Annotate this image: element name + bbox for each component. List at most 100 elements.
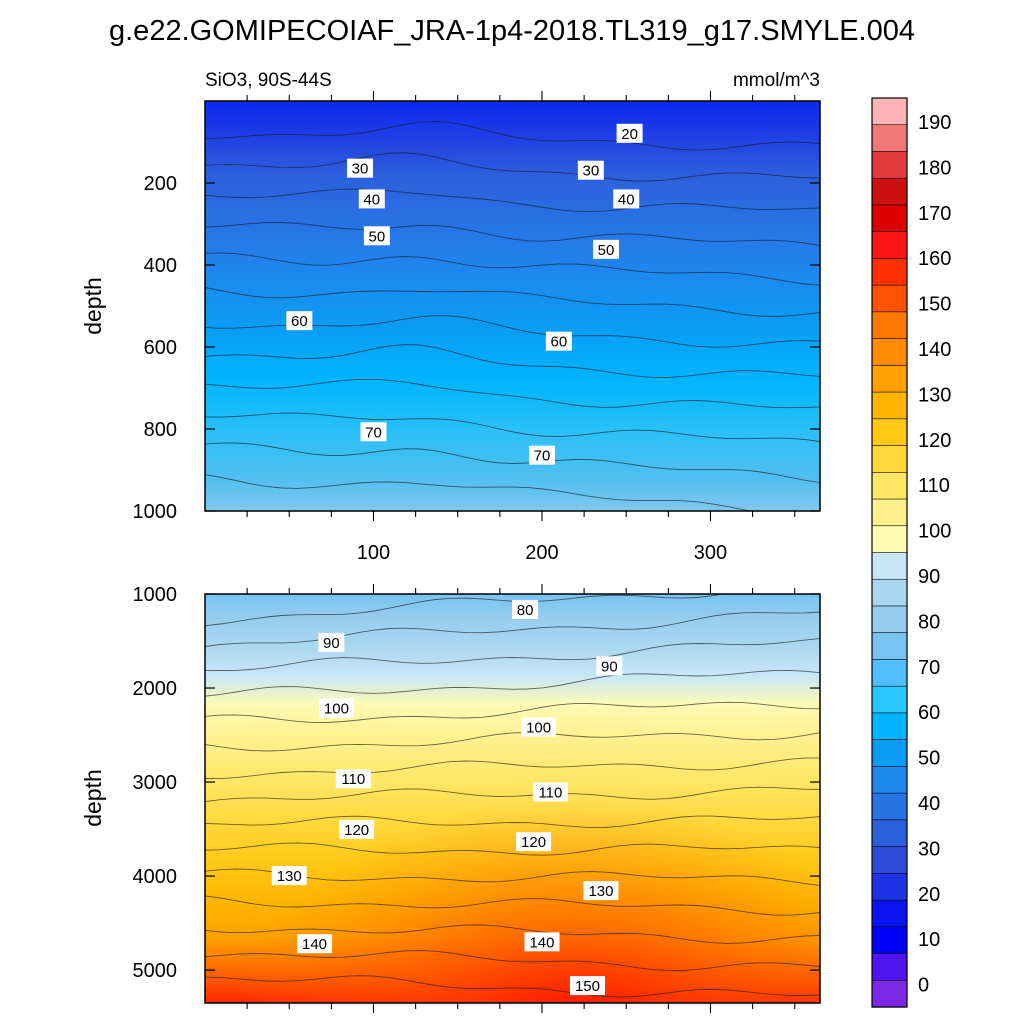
y-tick-label: 4000 [133, 866, 178, 888]
lower-contour-line [205, 611, 820, 647]
svg-text:50: 50 [369, 228, 386, 245]
colorbar-swatch [871, 418, 908, 447]
svg-text:30: 30 [352, 161, 369, 178]
lower-y-axis: 1000 2000 3000 4000 5000 [133, 584, 820, 982]
upper-contour-line [205, 121, 820, 151]
colorbar-swatch [871, 632, 908, 661]
upper-y-axis: 200 400 600 800 1000 [133, 173, 820, 523]
contour-label: 70 [360, 422, 387, 442]
svg-text:130: 130 [588, 883, 613, 900]
colorbar-swatch [871, 231, 908, 260]
svg-text:100: 100 [324, 701, 349, 718]
svg-text:50: 50 [598, 242, 615, 259]
lower-contour-labels: 80 90 90 100 100 110 110 120 120 130 130 140 140 150 [271, 599, 623, 996]
colorbar-label: 190 [918, 112, 951, 134]
svg-text:40: 40 [363, 191, 380, 208]
x-tick-label: 200 [525, 542, 558, 564]
colorbar-label: 50 [918, 748, 940, 770]
colorbar-swatch [871, 391, 908, 420]
svg-text:30: 30 [583, 163, 600, 180]
y-tick-label: 800 [144, 419, 177, 441]
colorbar-label: 40 [918, 793, 940, 815]
colorbar-swatch [871, 712, 908, 741]
svg-text:100: 100 [526, 720, 551, 737]
colorbar-label: 160 [918, 248, 951, 270]
y-tick-label: 5000 [133, 960, 178, 982]
colorbar-swatch [871, 284, 908, 313]
svg-text:70: 70 [365, 424, 382, 441]
colorbar-label: 100 [918, 521, 951, 543]
lower-contour-line [205, 669, 820, 697]
colorbar-label: 150 [918, 294, 951, 316]
contour-label: 150 [569, 976, 605, 996]
upper-x-axis: 100 200 300 [246, 91, 796, 564]
contour-label: 120 [339, 819, 375, 839]
lower-contour-line [205, 924, 820, 944]
colorbar-swatch [871, 124, 908, 153]
upper-contour-line [205, 188, 820, 213]
contour-label: 40 [358, 189, 385, 209]
colorbar-swatch [871, 204, 908, 233]
contour-label: 130 [271, 866, 307, 886]
colorbar-label: 80 [918, 611, 940, 633]
colorbar-label: 70 [918, 657, 940, 679]
colorbar-swatch [871, 792, 908, 821]
svg-text:110: 110 [341, 771, 365, 788]
lower-frame [204, 593, 821, 1004]
svg-text:40: 40 [618, 191, 635, 208]
lower-x-axis [246, 584, 796, 1013]
svg-text:150: 150 [575, 978, 600, 995]
upper-contour-line [205, 222, 820, 247]
upper-units-label: mmol/m^3 [733, 70, 820, 91]
colorbar-swatch [871, 979, 908, 1008]
colorbar-swatch [871, 445, 908, 473]
colorbar-label: 140 [918, 339, 951, 361]
colorbar-swatch [871, 899, 908, 928]
contour-label: 60 [545, 331, 572, 351]
upper-y-axis-title: depth [80, 277, 106, 335]
colorbar-label: 180 [918, 157, 951, 179]
y-tick-label: 3000 [133, 772, 178, 794]
colorbar-swatch [871, 846, 908, 874]
upper-contour-line [205, 474, 755, 511]
colorbar-label: 170 [918, 203, 951, 225]
colorbar: 1901801701601501401301201101009080706050… [871, 97, 951, 1008]
colorbar-swatch [871, 151, 908, 179]
colorbar-swatch [871, 605, 908, 634]
colorbar-swatch [871, 926, 908, 955]
colorbar-swatch [871, 953, 908, 981]
upper-field [205, 101, 820, 511]
lower-contour-line [205, 757, 820, 780]
svg-text:20: 20 [621, 126, 638, 143]
contour-label: 90 [318, 632, 345, 652]
colorbar-label: 60 [918, 702, 940, 724]
colorbar-swatch [871, 766, 908, 794]
upper-panel: 200 400 600 800 1000 100 200 300 SiO3, 90S-44S… [80, 70, 821, 564]
colorbar-swatch [871, 578, 908, 607]
colorbar-swatch [871, 819, 908, 848]
colorbar-frame [871, 97, 908, 1008]
svg-text:110: 110 [538, 784, 562, 801]
upper-contour-line [205, 442, 820, 484]
upper-contour-line [205, 152, 820, 182]
contour-label: 90 [596, 656, 623, 676]
colorbar-swatch [871, 659, 908, 687]
lower-contour-line [205, 950, 820, 972]
svg-text:80: 80 [517, 602, 534, 619]
contour-label: 30 [577, 160, 604, 180]
colorbar-swatch [871, 498, 908, 527]
svg-text:60: 60 [550, 334, 567, 351]
upper-frame [204, 100, 821, 512]
lower-contour-line [205, 975, 820, 998]
colorbar-swatch [871, 873, 908, 901]
lower-contour-line [205, 701, 820, 723]
svg-text:90: 90 [601, 658, 618, 675]
colorbar-label: 20 [918, 884, 940, 906]
y-tick-label: 400 [144, 255, 177, 277]
figure-title: g.e22.GOMIPECOIAF_JRA-1p4-2018.TL319_g17… [109, 15, 915, 47]
svg-text:140: 140 [302, 936, 327, 953]
svg-text:60: 60 [291, 313, 308, 330]
lower-y-axis-title: depth [80, 769, 106, 827]
